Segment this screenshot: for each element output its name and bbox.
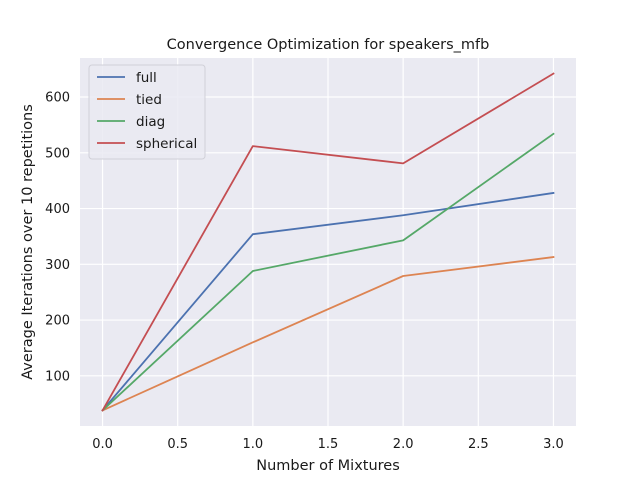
x-tick-label: 1.0 (243, 437, 264, 452)
x-tick-label: 2.0 (393, 437, 414, 452)
x-tick-label: 2.5 (468, 437, 489, 452)
legend-label-full: full (136, 70, 157, 86)
y-tick-label: 100 (45, 369, 70, 384)
y-tick-label: 400 (45, 202, 70, 217)
y-tick-label: 200 (45, 314, 70, 329)
legend: full tied diag spherical (88, 64, 206, 160)
series-line-diag (101, 132, 555, 412)
legend-label-diag: diag (136, 114, 165, 130)
y-tick-label: 500 (45, 146, 70, 161)
legend-label-tied: tied (136, 92, 162, 108)
chart-title: Convergence Optimization for speakers_mf… (167, 37, 490, 53)
legend-box (88, 64, 206, 160)
series-line-spherical (101, 72, 555, 412)
legend-label-spherical: spherical (136, 136, 197, 152)
x-axis-label: Number of Mixtures (256, 458, 400, 474)
y-axis-label: Average Iterations over 10 repetitions (20, 104, 36, 380)
series-lines (101, 72, 555, 412)
y-tick-label: 600 (45, 91, 70, 106)
x-axis-ticks: 0.0 0.5 1.0 1.5 2.0 2.5 3.0 (92, 437, 564, 452)
series-line-tied (101, 256, 555, 412)
series-line-full (101, 191, 555, 412)
x-tick-label: 3.0 (543, 437, 564, 452)
y-tick-label: 300 (45, 258, 70, 273)
x-tick-label: 0.5 (167, 437, 188, 452)
y-axis-ticks: 100 200 300 400 500 600 (45, 91, 70, 385)
x-tick-label: 0.0 (92, 437, 113, 452)
x-tick-label: 1.5 (318, 437, 339, 452)
